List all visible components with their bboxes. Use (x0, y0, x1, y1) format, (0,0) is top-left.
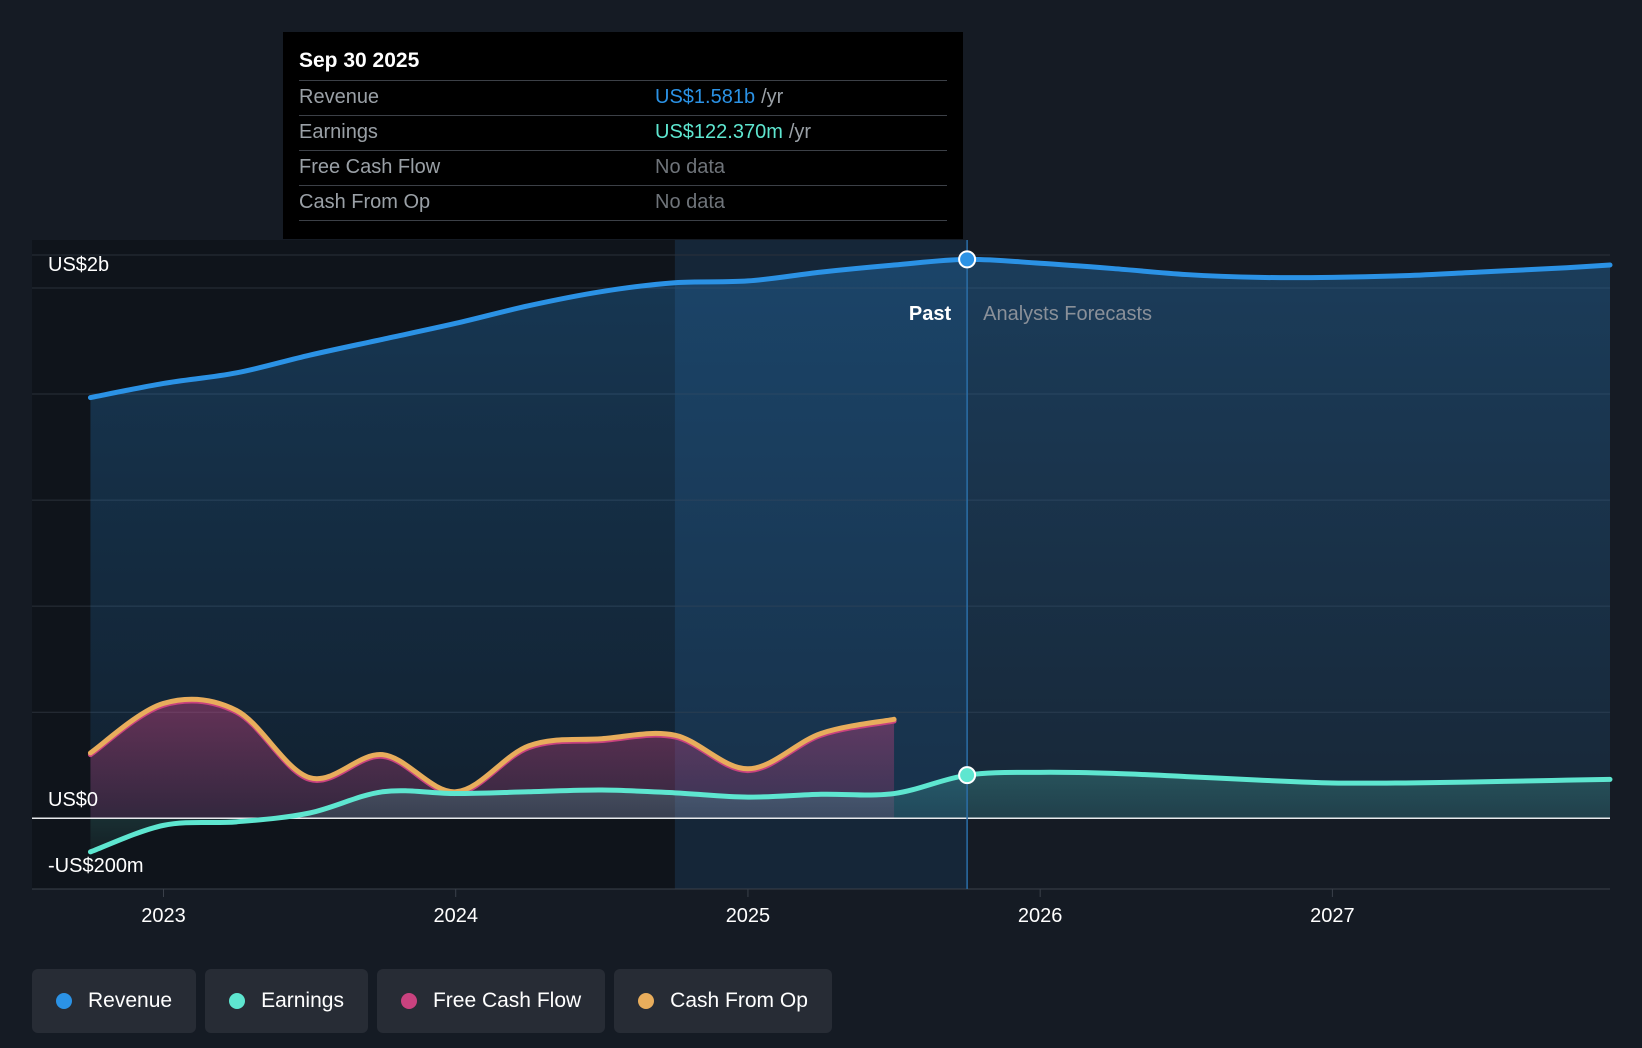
tooltip-row-cash-from-op: Cash From Op No data (299, 185, 947, 221)
tooltip-row-earnings: Earnings US$122.370m /yr (299, 115, 947, 150)
x-tick-label: 2025 (726, 905, 771, 927)
legend-revenue[interactable]: Revenue (32, 969, 197, 1033)
tooltip-label: Free Cash Flow (299, 156, 441, 178)
legend-cash-from-op[interactable]: Cash From Op (614, 969, 832, 1033)
x-tick-label: 2027 (1310, 905, 1355, 927)
tooltip-label: Earnings (299, 121, 378, 143)
tooltip: Sep 30 2025 Revenue US$1.581b /yr Earnin… (283, 32, 963, 239)
earnings-marker (958, 766, 977, 785)
legend-label: Cash From Op (670, 989, 808, 1012)
legend: Revenue Earnings Free Cash Flow Cash Fro… (32, 969, 832, 1033)
x-tick-label: 2023 (141, 905, 186, 927)
free-cash-flow-dot-icon (400, 993, 417, 1009)
x-tick-label: 2024 (433, 905, 478, 927)
y-tick-label-bottom: -US$200m (48, 855, 144, 877)
cash-from-op-line (87, 696, 897, 795)
legend-label: Revenue (88, 989, 173, 1012)
legend-free-cash-flow[interactable]: Free Cash Flow (376, 969, 606, 1033)
revenue-marker (958, 250, 977, 269)
axis-labels: US$2b US$0 -US$200m 2023 2024 2025 2026 2027 Pas… (48, 254, 1355, 927)
revenue-line (87, 256, 1613, 401)
y-tick-label-zero: US$0 (48, 789, 98, 811)
tooltip-value: No data (655, 191, 726, 213)
tooltip-value: No data (655, 156, 726, 178)
tooltip-label: Revenue (299, 86, 380, 108)
past-label: Past (909, 303, 952, 325)
legend-label: Earnings (261, 989, 344, 1012)
x-tick-label: 2026 (1018, 905, 1063, 927)
tooltip-date: Sep 30 2025 (299, 49, 420, 72)
legend-earnings[interactable]: Earnings (205, 969, 368, 1033)
tooltip-value: US$122.370m (655, 121, 783, 143)
series-lines (87, 256, 1613, 855)
legend-label: Free Cash Flow (432, 989, 582, 1012)
tooltip-value: US$1.581b (655, 86, 756, 108)
tooltip-row-revenue: Revenue US$1.581b /yr (299, 80, 947, 115)
earnings-area (90, 772, 1610, 852)
revenue-area (90, 259, 1610, 819)
tooltip-unit: /yr (788, 121, 812, 143)
tooltip-label: Cash From Op (299, 191, 431, 213)
tooltip-unit: /yr (761, 86, 784, 108)
cash-from-op-dot-icon (638, 993, 655, 1009)
revenue-dot-icon (56, 993, 72, 1009)
hover-markers (958, 250, 977, 785)
earnings-dot-icon (229, 993, 246, 1009)
y-tick-label-top: US$2b (48, 254, 109, 276)
earnings-line (87, 769, 1613, 855)
forecast-label: Analysts Forecasts (983, 303, 1152, 325)
tooltip-row-free-cash-flow: Free Cash Flow No data (299, 150, 947, 185)
cash-from-op-area (90, 699, 895, 819)
